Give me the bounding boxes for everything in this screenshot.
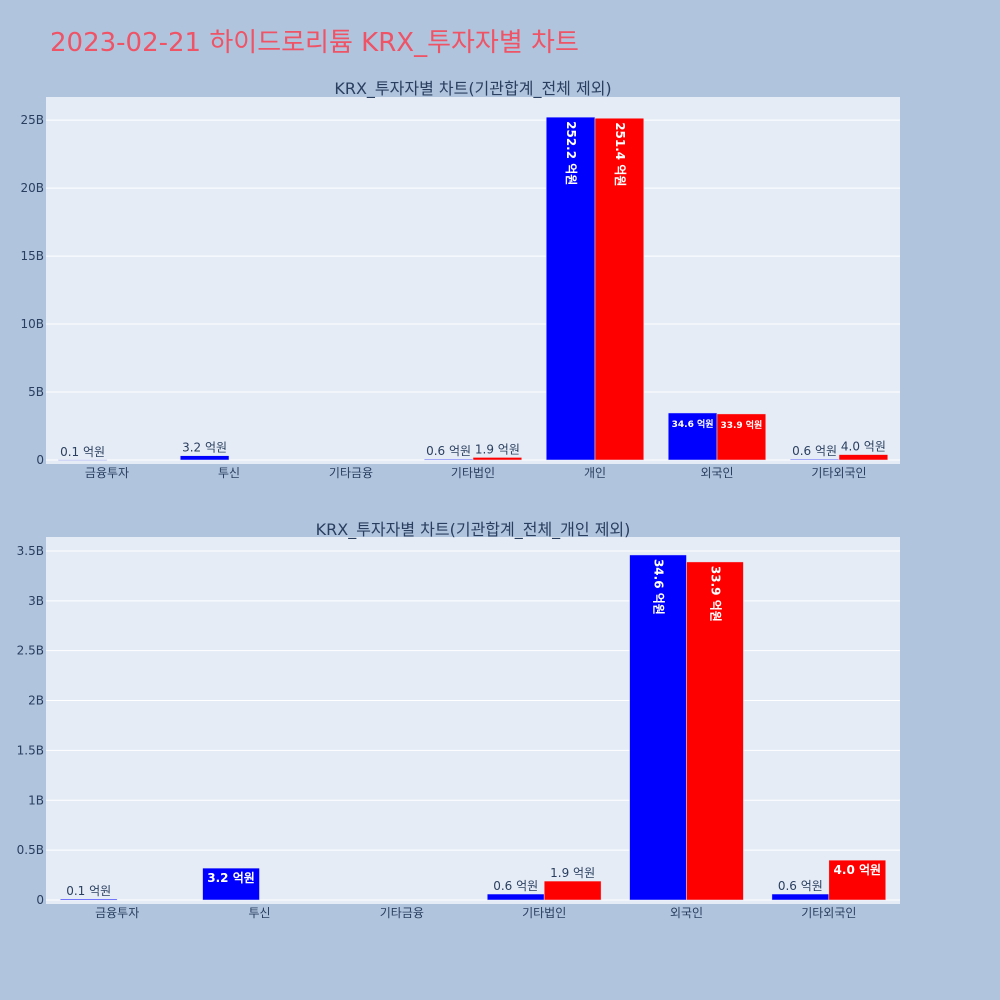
x-tick-label: 기타법인 xyxy=(522,906,566,920)
data-label: 0.6 억원 xyxy=(778,879,823,893)
data-label: 33.9 억원 xyxy=(720,419,762,431)
plot-area xyxy=(46,97,900,464)
y-tick-label: 1.5B xyxy=(17,743,44,757)
data-label: 34.6 억원 xyxy=(672,418,714,430)
x-tick-label: 금융투자 xyxy=(95,906,139,920)
x-tick-label: 기타법인 xyxy=(451,466,495,480)
bar xyxy=(543,880,602,901)
y-tick-label: 3.5B xyxy=(17,544,44,558)
chart-all-investors: KRX_투자자별 차트(기관합계_전체 제외) 0 5B 10B 15B 20B 25B 금융… xyxy=(20,79,900,480)
x-tick-label: 개인 xyxy=(584,466,606,480)
x-tick-label: 기타외국인 xyxy=(811,466,866,480)
x-tick-label: 외국인 xyxy=(700,466,733,480)
x-tick-label: 기타외국인 xyxy=(801,906,856,920)
bar xyxy=(59,898,118,901)
bar xyxy=(667,412,718,461)
data-label: 251.4 억원 xyxy=(613,122,627,186)
y-tick-label: 15B xyxy=(20,249,44,263)
bar xyxy=(828,859,887,901)
bar xyxy=(179,455,230,461)
data-label: 0.1 억원 xyxy=(66,884,111,898)
x-tick-label: 투신 xyxy=(248,906,270,920)
data-label: 34.6 억원 xyxy=(652,559,666,615)
bar xyxy=(57,459,108,461)
x-tick-label: 투신 xyxy=(218,466,240,480)
bar xyxy=(202,867,260,901)
bar xyxy=(686,561,744,901)
x-tick-label: 금융투자 xyxy=(85,466,129,480)
bar xyxy=(716,413,767,461)
data-label: 33.9 억원 xyxy=(708,566,722,622)
x-tick-label: 외국인 xyxy=(670,906,703,920)
data-label: 1.9 억원 xyxy=(475,442,520,456)
data-label: 0.6 억원 xyxy=(426,444,471,458)
data-label: 1.9 억원 xyxy=(550,866,595,880)
bar xyxy=(472,457,523,461)
y-tick-label: 0 xyxy=(36,453,44,467)
data-label: 0.6 억원 xyxy=(792,444,837,458)
y-tick-label: 2.5B xyxy=(17,644,44,658)
y-tick-label: 25B xyxy=(20,113,44,127)
y-tick-label: 2B xyxy=(28,694,44,708)
y-tick-label: 20B xyxy=(20,181,44,195)
bar xyxy=(545,116,596,461)
chart-title: KRX_투자자별 차트(기관합계_전체_개인 제외) xyxy=(316,520,631,540)
bar xyxy=(771,893,830,901)
data-label: 0.6 억원 xyxy=(493,879,538,893)
bar xyxy=(629,554,687,901)
bar xyxy=(838,454,889,461)
data-label: 3.2 억원 xyxy=(182,441,227,455)
y-tick-label: 3B xyxy=(28,594,44,608)
y-tick-label: 0 xyxy=(36,893,44,907)
page-title: 2023-02-21 하이드로리튬 KRX_투자자별 차트 xyxy=(50,28,579,58)
y-tick-label: 5B xyxy=(28,385,44,399)
data-label: 0.1 억원 xyxy=(60,445,105,459)
data-label: 3.2 억원 xyxy=(207,871,255,885)
data-label: 252.2 억원 xyxy=(564,121,578,185)
y-tick-label: 0.5B xyxy=(17,843,44,857)
data-label: 4.0 억원 xyxy=(841,440,886,454)
bar xyxy=(594,117,645,461)
chart-title: KRX_투자자별 차트(기관합계_전체 제외) xyxy=(334,79,611,99)
data-label: 4.0 억원 xyxy=(834,863,882,877)
y-tick-label: 10B xyxy=(20,317,44,331)
x-tick-label: 기타금융 xyxy=(380,906,424,920)
y-tick-label: 1B xyxy=(28,793,44,807)
x-tick-label: 기타금융 xyxy=(329,466,373,480)
bar xyxy=(486,893,545,901)
plot-area xyxy=(46,537,900,904)
